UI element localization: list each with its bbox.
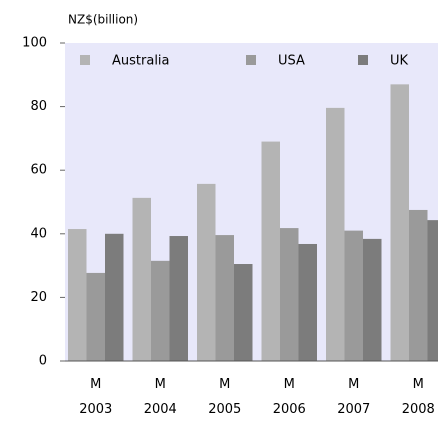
bar xyxy=(363,238,382,361)
x-tick-label: M 2006 xyxy=(272,377,306,417)
y-tick-label: 20 xyxy=(30,290,47,305)
bar xyxy=(215,235,234,361)
bar xyxy=(326,107,345,361)
legend-label: UK xyxy=(390,54,409,69)
bar xyxy=(344,230,363,361)
bar xyxy=(132,197,151,361)
bar xyxy=(169,236,188,361)
legend-label: USA xyxy=(278,54,305,69)
bar xyxy=(390,84,409,361)
x-tick-label: M 2005 xyxy=(208,377,242,417)
bar xyxy=(427,220,438,361)
bar xyxy=(234,264,253,361)
chart-title: NZ$(billion) xyxy=(68,13,138,27)
x-tick-label: M 2008 xyxy=(401,377,435,417)
x-tick-label: M 2003 xyxy=(79,377,113,417)
y-tick-label: 40 xyxy=(30,226,47,241)
bar xyxy=(197,183,216,361)
x-tick-label: M 2007 xyxy=(337,377,371,417)
bar xyxy=(151,260,170,361)
legend-swatch xyxy=(80,55,90,65)
legend-swatch xyxy=(246,55,256,65)
bar xyxy=(261,141,280,361)
bar xyxy=(409,209,428,361)
bar xyxy=(86,272,105,361)
legend-swatch xyxy=(358,55,368,65)
legend-label: Australia xyxy=(112,54,170,69)
bar xyxy=(280,228,299,361)
bar xyxy=(105,233,124,361)
bar xyxy=(68,229,87,361)
y-tick-label: 60 xyxy=(30,163,47,178)
x-tick-label: M 2004 xyxy=(143,377,177,417)
y-tick-label: 0 xyxy=(39,354,47,369)
y-tick-label: 100 xyxy=(22,36,47,51)
y-tick-label: 80 xyxy=(30,99,47,114)
bar xyxy=(298,243,317,361)
